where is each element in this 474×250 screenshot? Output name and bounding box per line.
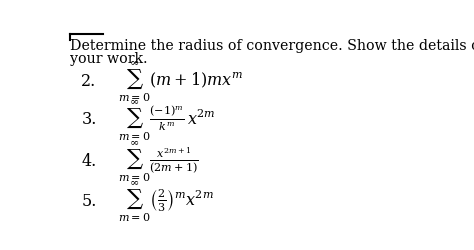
Text: 3.: 3. [82,111,97,128]
Text: $\sum_{m=0}^{\infty} \frac{x^{2m+1}}{(2m + 1)}$: $\sum_{m=0}^{\infty} \frac{x^{2m+1}}{(2m… [118,138,199,184]
Text: $\sum_{m=0}^{\infty} (m + 1)mx^{m}$: $\sum_{m=0}^{\infty} (m + 1)mx^{m}$ [118,58,244,104]
Text: 5.: 5. [82,192,97,209]
Text: $\sum_{m=0}^{\infty} \frac{(-1)^{m}}{k^{m}}\, x^{2m}$: $\sum_{m=0}^{\infty} \frac{(-1)^{m}}{k^{… [118,97,216,142]
Text: 2.: 2. [82,72,97,90]
Text: Determine the radius of convergence. Show the details of: Determine the radius of convergence. Sho… [70,39,474,52]
Text: your work.: your work. [70,52,148,66]
Text: 4.: 4. [82,152,97,169]
Text: $\sum_{m=0}^{\infty} \left(\frac{2}{3}\right)^{m} x^{2m}$: $\sum_{m=0}^{\infty} \left(\frac{2}{3}\r… [118,178,214,223]
